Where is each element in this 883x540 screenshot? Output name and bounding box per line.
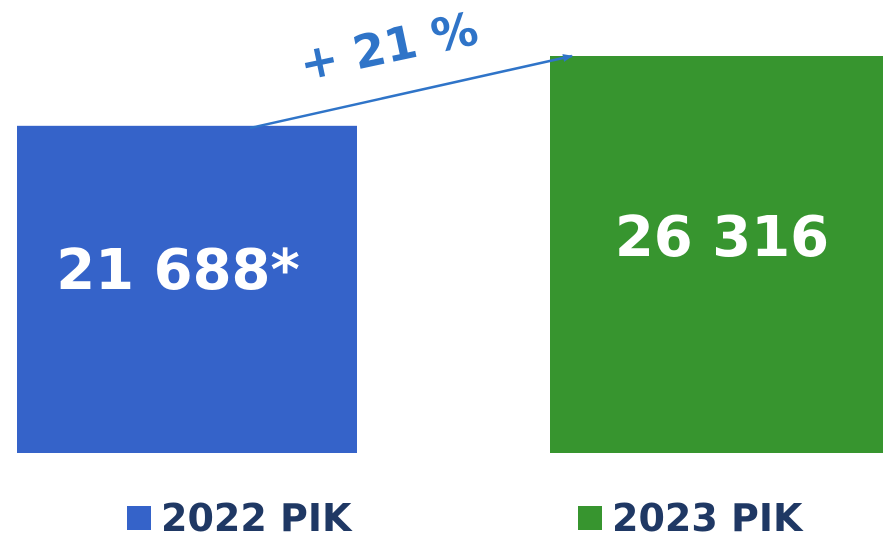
legend-item-2023: 2023 PIK [578,496,802,540]
change-label: + 21 % [295,1,483,91]
bar-2022 [17,125,357,454]
legend-label-2022: 2022 PIK [161,496,352,540]
legend-label-2023: 2023 PIK [612,496,803,540]
legend-swatch-2022 [127,506,151,530]
growth-arrow [249,54,573,130]
bar-value-label-2023: 26 316 [615,205,829,270]
bar-value-label-2022: 21 688* [56,238,300,303]
legend-item-2022: 2022 PIK [127,496,351,540]
legend-swatch-2023 [578,506,602,530]
bars-layer: 21 688* 26 316 [17,56,883,454]
bar-2023 [550,56,883,453]
